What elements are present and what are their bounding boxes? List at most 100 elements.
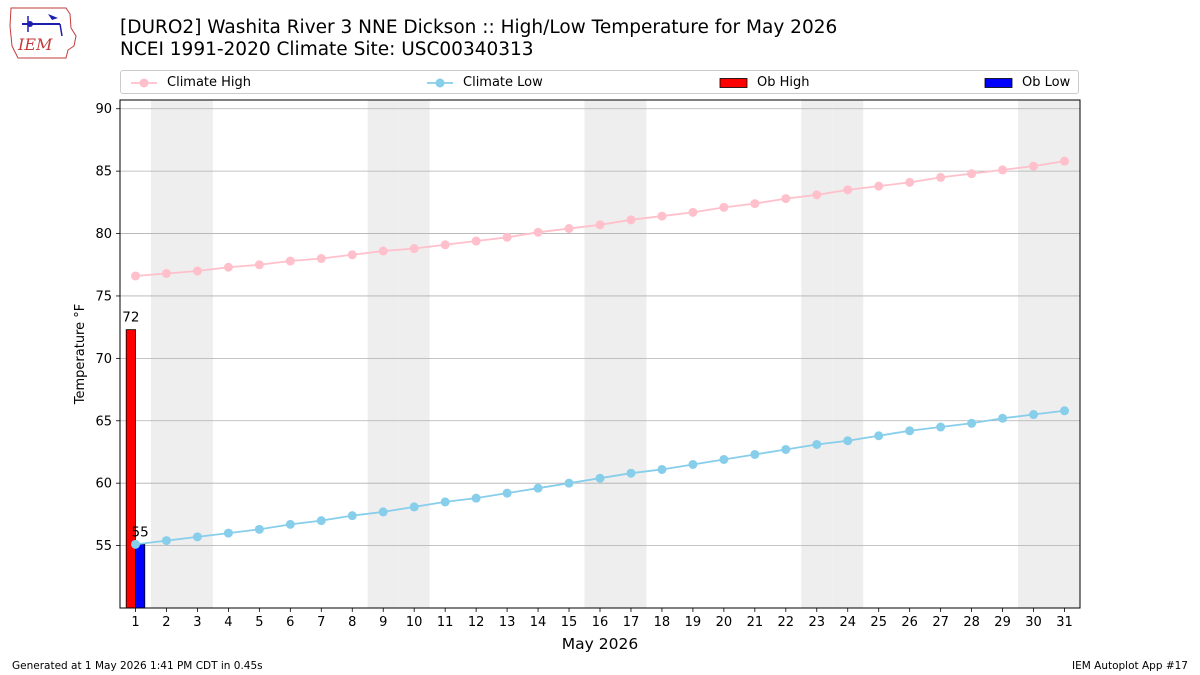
legend-ob-high: Ob High <box>719 74 810 91</box>
climate-low-point <box>781 444 791 454</box>
climate-high-point <box>502 232 512 242</box>
x-tick-label: 5 <box>255 615 263 630</box>
climate-high-point <box>409 244 419 254</box>
climate-low-point <box>936 422 946 432</box>
climate-low-point <box>626 468 636 478</box>
climate-low-point <box>719 454 729 464</box>
weekend-shade <box>832 100 864 608</box>
x-tick-label: 30 <box>1025 615 1042 630</box>
legend-ob-low: Ob Low <box>984 74 1070 91</box>
chart-title: [DURO2] Washita River 3 NNE Dickson :: H… <box>120 17 837 61</box>
x-tick-label: 23 <box>809 615 826 630</box>
x-tick-label: 29 <box>994 615 1011 630</box>
y-tick-label: 70 <box>95 352 112 367</box>
x-tick-label: 17 <box>623 615 640 630</box>
x-tick-label: 22 <box>778 615 795 630</box>
legend: Climate High Climate Low Ob High Ob Low <box>120 70 1079 94</box>
climate-high-point <box>533 227 543 237</box>
climate-high-point <box>688 207 698 217</box>
climate-high-point <box>285 256 295 266</box>
y-tick-label: 60 <box>95 477 112 492</box>
climate-low-point <box>533 483 543 493</box>
legend-climate-low-label: Climate Low <box>463 75 543 90</box>
x-tick-label: 2 <box>162 615 170 630</box>
x-tick-label: 13 <box>499 615 516 630</box>
x-tick-label: 15 <box>561 615 578 630</box>
climate-low-point <box>440 497 450 507</box>
climate-high-point <box>316 254 326 264</box>
x-tick-label: 19 <box>685 615 702 630</box>
climate-high-point <box>1029 161 1039 171</box>
climate-high-point <box>719 202 729 212</box>
climate-high-point <box>564 224 574 234</box>
climate-high-point <box>471 236 481 246</box>
climate-low-point <box>130 539 140 549</box>
climate-high-point <box>781 194 791 204</box>
climate-high-point <box>998 165 1008 175</box>
climate-high-point <box>130 271 140 281</box>
legend-climate-low-marker <box>427 78 453 87</box>
weekend-shade <box>367 100 399 608</box>
legend-ob-low-label: Ob Low <box>1022 75 1071 90</box>
footer-generated: Generated at 1 May 2026 1:41 PM CDT in 0… <box>12 660 263 672</box>
x-tick-label: 4 <box>224 615 232 630</box>
legend-climate-high: Climate High <box>129 74 251 91</box>
climate-high-point <box>440 240 450 250</box>
x-tick-label: 16 <box>592 615 609 630</box>
climate-low-point <box>471 493 481 503</box>
climate-high-point <box>812 190 822 200</box>
weekend-shade <box>150 100 182 608</box>
x-tick-label: 18 <box>654 615 671 630</box>
climate-low-point <box>285 519 295 529</box>
x-tick-label: 3 <box>193 615 201 630</box>
climate-low-point <box>1060 406 1070 416</box>
x-tick-label: 24 <box>839 615 856 630</box>
climate-high-point <box>223 262 233 272</box>
weekend-shade <box>801 100 833 608</box>
legend-climate-low: Climate Low <box>425 74 543 91</box>
x-tick-label: 10 <box>406 615 423 630</box>
x-tick-label: 12 <box>468 615 485 630</box>
x-tick-label: 21 <box>747 615 764 630</box>
x-tick-label: 20 <box>716 615 733 630</box>
weekend-shade <box>584 100 616 608</box>
title-line-2: NCEI 1991-2020 Climate Site: USC00340313 <box>120 39 534 60</box>
y-tick-label: 75 <box>95 289 112 304</box>
ob-low-bar <box>135 543 146 609</box>
y-tick-label: 55 <box>95 539 112 554</box>
title-line-1: [DURO2] Washita River 3 NNE Dickson :: H… <box>120 17 838 38</box>
climate-low-point <box>750 449 760 459</box>
x-tick-label: 1 <box>131 615 139 630</box>
climate-high-point <box>378 246 388 256</box>
climate-low-point <box>347 511 357 521</box>
x-tick-label: 14 <box>530 615 547 630</box>
footer-app-id: IEM Autoplot App #17 <box>1072 660 1188 672</box>
climate-high-point <box>843 185 853 195</box>
climate-low-point <box>502 488 512 498</box>
climate-low-point <box>874 431 884 441</box>
climate-low-point <box>998 413 1008 423</box>
legend-ob-high-label: Ob High <box>757 75 810 90</box>
climate-high-point <box>192 266 202 276</box>
climate-low-point <box>657 464 667 474</box>
weekend-shade <box>615 100 647 608</box>
climate-low-point <box>223 528 233 538</box>
x-tick-label: 31 <box>1056 615 1073 630</box>
climate-low-point <box>192 532 202 542</box>
ob-low-value-label: 55 <box>132 524 149 540</box>
climate-high-point <box>905 177 915 187</box>
climate-low-point <box>409 502 419 512</box>
climate-high-point <box>750 199 760 209</box>
plot-frame <box>119 99 1081 609</box>
ob-high-value-label: 72 <box>122 310 139 326</box>
climate-low-point <box>378 507 388 517</box>
climate-low-point <box>812 439 822 449</box>
y-tick-label: 65 <box>95 414 112 429</box>
climate-low-point <box>843 436 853 446</box>
climate-low-point <box>316 516 326 526</box>
legend-ob-high-swatch <box>719 77 748 88</box>
climate-low-point <box>595 473 605 483</box>
ob-high-bar <box>125 329 136 609</box>
y-axis-label: Temperature °F <box>73 304 88 405</box>
